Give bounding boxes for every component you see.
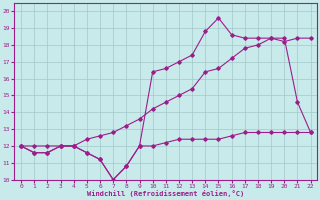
X-axis label: Windchill (Refroidissement éolien,°C): Windchill (Refroidissement éolien,°C) bbox=[87, 190, 244, 197]
